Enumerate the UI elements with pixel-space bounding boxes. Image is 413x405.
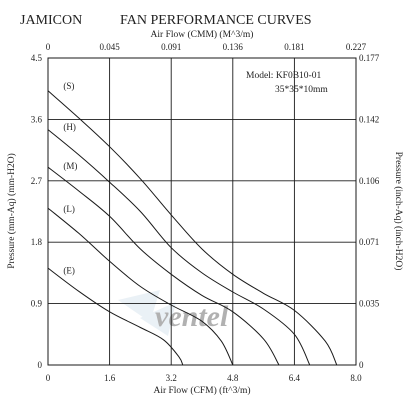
top-axis-ticks: 0 0.045 0.091 0.136 0.181 0.227 bbox=[46, 42, 367, 52]
x-tick-label: 0 bbox=[46, 373, 51, 383]
watermark-logo: ventel bbox=[118, 290, 229, 336]
series-label: (S) bbox=[63, 81, 74, 91]
chart-title: FAN PERFORMANCE CURVES bbox=[120, 13, 312, 28]
right-tick-label: 0.035 bbox=[359, 299, 380, 309]
x-tick-label: 1.6 bbox=[104, 373, 116, 383]
y-tick-label: 0 bbox=[38, 360, 43, 370]
series-label: (L) bbox=[63, 204, 75, 214]
x-tick-label: 6.4 bbox=[289, 373, 301, 383]
top-tick-label: 0.181 bbox=[284, 42, 304, 52]
top-tick-label: 0 bbox=[46, 42, 51, 52]
curve-h bbox=[47, 129, 311, 366]
right-tick-label: 0.071 bbox=[359, 237, 379, 247]
top-tick-label: 0.091 bbox=[161, 42, 181, 52]
x-axis-ticks: 0 1.6 3.2 4.8 6.4 8.0 bbox=[46, 373, 362, 383]
x-tick-label: 4.8 bbox=[227, 373, 239, 383]
curve-e bbox=[47, 267, 184, 366]
y-tick-label: 1.8 bbox=[31, 237, 43, 247]
top-tick-label: 0.136 bbox=[223, 42, 244, 52]
y-tick-label: 0.9 bbox=[31, 299, 43, 309]
grid-lines bbox=[48, 58, 356, 365]
right-axis-ticks: 0 0.035 0.071 0.106 0.142 0.177 bbox=[359, 53, 380, 370]
curve-m bbox=[47, 166, 280, 366]
y-tick-label: 2.7 bbox=[31, 176, 43, 186]
x-tick-label: 8.0 bbox=[350, 373, 362, 383]
watermark-text: ventel bbox=[155, 300, 229, 333]
series-label: (H) bbox=[63, 122, 76, 132]
right-tick-label: 0.106 bbox=[359, 176, 380, 186]
brand-name: JAMICON bbox=[20, 13, 82, 28]
y-axis-title: Pressure (mm-Aq) (mm-H2O) bbox=[6, 153, 17, 269]
right-tick-label: 0 bbox=[359, 360, 364, 370]
model-size: 35*35*10mm bbox=[275, 85, 328, 95]
y-tick-label: 3.6 bbox=[31, 114, 43, 124]
performance-curves bbox=[47, 90, 338, 366]
y-tick-label: 4.5 bbox=[31, 53, 43, 63]
right-tick-label: 0.142 bbox=[359, 114, 379, 124]
series-labels: (S) (H) (M) (L) (E) bbox=[63, 81, 77, 275]
y-axis-ticks: 0 0.9 1.8 2.7 3.6 4.5 bbox=[31, 53, 43, 370]
curve-l bbox=[47, 207, 234, 366]
series-label: (M) bbox=[63, 161, 77, 171]
model-name: Model: KF0B10-01 bbox=[246, 71, 321, 81]
x-axis-title: Air Flow (CFM) (ft^3/m) bbox=[153, 385, 250, 396]
plot-frame bbox=[47, 57, 357, 366]
x-tick-label: 3.2 bbox=[166, 373, 177, 383]
top-tick-label: 0.227 bbox=[346, 42, 367, 52]
top-tick-label: 0.045 bbox=[99, 42, 120, 52]
series-label: (E) bbox=[63, 265, 75, 275]
right-axis-title: Pressure (inch-Aq) (inch-H2O) bbox=[393, 152, 404, 271]
curve-s bbox=[47, 90, 338, 366]
right-tick-label: 0.177 bbox=[359, 53, 380, 63]
top-axis-title: Air Flow (CMM) (M^3/m) bbox=[151, 29, 254, 40]
